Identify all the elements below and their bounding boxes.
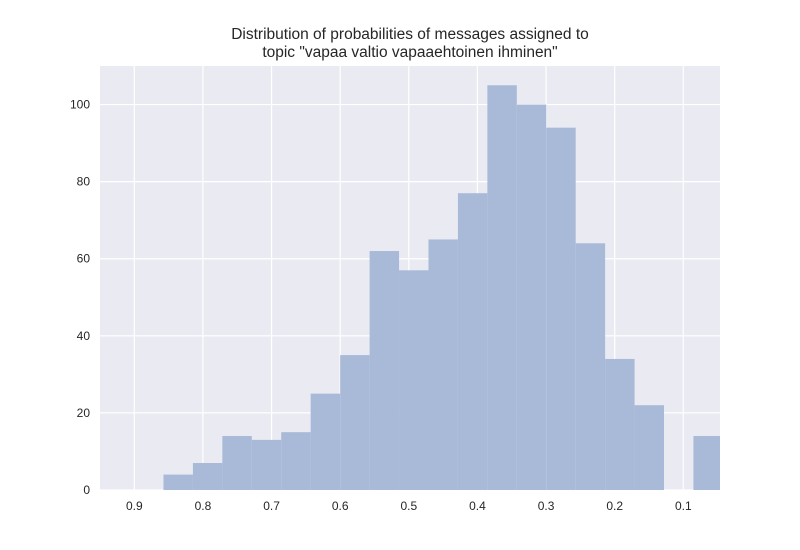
histogram-bar <box>428 239 458 490</box>
histogram-bar <box>693 436 720 490</box>
histogram-bar <box>340 355 370 490</box>
histogram-bar <box>399 270 429 490</box>
y-tick-label: 80 <box>77 175 91 189</box>
y-tick-label: 60 <box>77 252 91 266</box>
histogram-bar <box>310 393 341 490</box>
histogram-bar <box>222 436 252 490</box>
histogram-bar <box>281 432 311 490</box>
x-tick-label: 0.5 <box>400 499 417 513</box>
histogram-bar <box>163 474 193 490</box>
histogram-bar <box>634 405 665 490</box>
histogram-bar <box>516 104 547 490</box>
chart-subtitle: topic "vapaa valtio vapaaehtoinen ihmine… <box>262 44 558 61</box>
x-tick-label: 0.2 <box>606 499 623 513</box>
x-tick-label: 0.9 <box>126 499 143 513</box>
histogram-bar <box>457 193 488 490</box>
x-tick-label: 0.4 <box>469 499 486 513</box>
histogram-bar <box>605 358 635 490</box>
histogram-bar <box>369 251 400 490</box>
y-tick-label: 0 <box>83 483 90 497</box>
y-tick-label: 40 <box>77 329 91 343</box>
x-tick-label: 0.6 <box>332 499 349 513</box>
histogram-bars <box>163 85 720 490</box>
x-tick-label: 0.3 <box>538 499 555 513</box>
chart-title: Distribution of probabilities of message… <box>231 26 589 43</box>
x-tick-label: 0.1 <box>675 499 692 513</box>
histogram-bar <box>546 127 576 490</box>
histogram-bar <box>575 243 606 490</box>
y-axis-tick-labels: 0 20 40 60 80 100 <box>70 98 90 497</box>
x-tick-label: 0.7 <box>263 499 280 513</box>
x-tick-label: 0.8 <box>195 499 212 513</box>
histogram-bar <box>487 85 517 490</box>
y-tick-label: 20 <box>77 406 91 420</box>
histogram-bar <box>192 463 223 490</box>
histogram-bar <box>251 439 282 490</box>
x-axis-tick-labels: 0.9 0.8 0.7 0.6 0.5 0.4 0.3 0.2 0.1 <box>126 499 692 513</box>
y-tick-label: 100 <box>70 98 90 112</box>
